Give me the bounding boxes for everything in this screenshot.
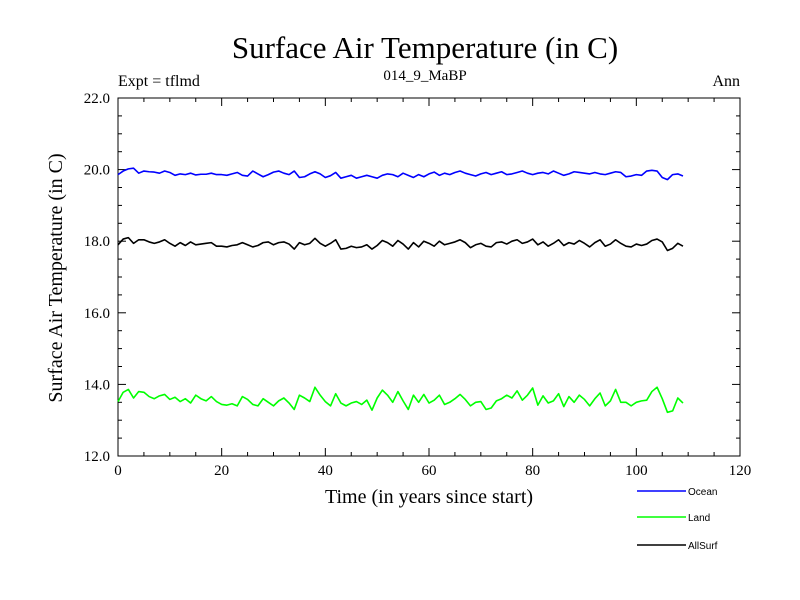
- x-axis-label: Time (in years since start): [325, 486, 533, 508]
- y-axis-label: Surface Air Temperature (in C): [45, 153, 67, 402]
- x-tick-label: 80: [525, 463, 540, 479]
- series-line-ocean: [117, 167, 684, 181]
- x-tick-label: 120: [729, 463, 752, 479]
- legend-label-allsurf: AllSurf: [688, 541, 718, 552]
- x-tick-label: 0: [114, 463, 122, 479]
- x-tick-label: 40: [318, 463, 333, 479]
- expt-label: Expt = tflmd: [118, 73, 200, 90]
- y-tick-label: 14.0: [84, 377, 110, 393]
- legend-label-ocean: Ocean: [688, 487, 717, 498]
- y-tick-label: 16.0: [84, 306, 110, 322]
- x-ticks: 0 20 40 60 80 100 120: [114, 98, 751, 479]
- y-tick-label: 12.0: [84, 449, 110, 465]
- period-label: Ann: [712, 73, 740, 90]
- x-tick-label: 100: [625, 463, 648, 479]
- legend-label-land: Land: [688, 513, 710, 524]
- y-tick-label: 22.0: [84, 91, 110, 107]
- chart-title: Surface Air Temperature (in C): [232, 30, 618, 65]
- series-lines: [117, 167, 684, 414]
- x-tick-label: 20: [214, 463, 229, 479]
- x-tick-label: 60: [422, 463, 437, 479]
- chart-subtitle: 014_9_MaBP: [383, 68, 466, 84]
- y-tick-label: 20.0: [84, 163, 110, 179]
- series-line-allsurf: [117, 236, 684, 252]
- series-line-land: [117, 386, 684, 414]
- y-tick-label: 18.0: [84, 234, 110, 250]
- legend: Ocean Land AllSurf: [637, 487, 718, 552]
- y-ticks: 12.0 14.0 16.0 18.0 20.0 22.0: [84, 91, 740, 465]
